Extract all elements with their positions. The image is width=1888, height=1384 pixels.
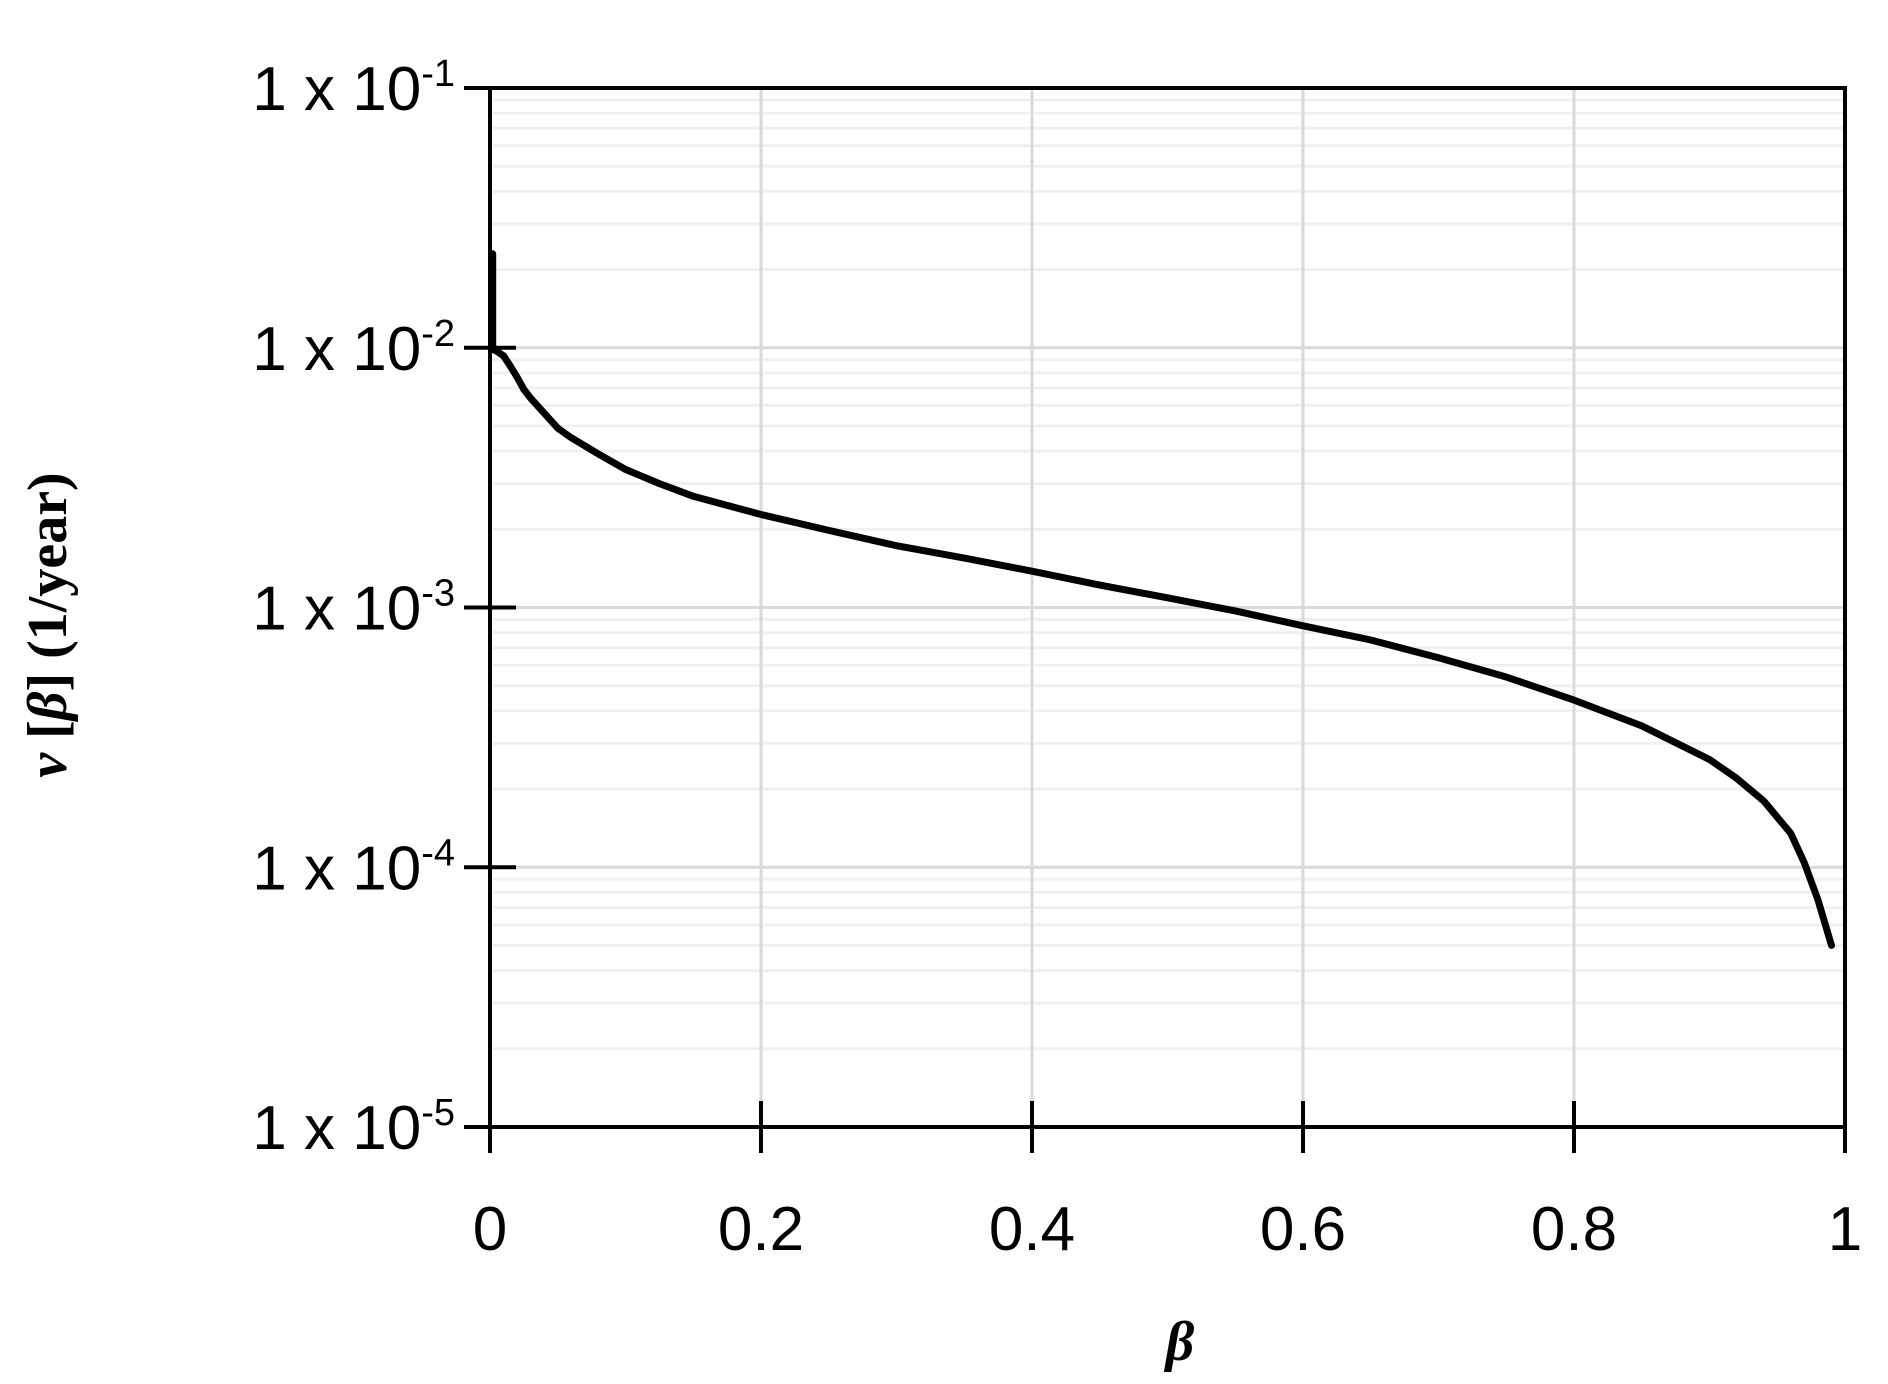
y-tick-label-exponent: -3 [421,573,455,615]
x-tick-label: 0.4 [989,1195,1075,1264]
y-tick-label-exponent: -4 [421,832,455,874]
y-tick-label-base: 1 x 10 [252,55,421,124]
y-tick-label-base: 1 x 10 [252,575,421,644]
y-tick-label: 1 x 10-3 [252,573,455,644]
y-axis-title: ν [β] (1/year) [17,472,79,777]
series-line [489,250,1835,949]
y-tick-label-base: 1 x 10 [252,315,421,384]
y-tick-label: 1 x 10-2 [252,313,455,384]
y-axis-title-arg: β [17,691,79,722]
x-tick-label: 0.8 [1531,1195,1617,1264]
y-tick-label-exponent: -2 [421,313,455,355]
series-layer [489,250,1835,949]
y-axis-title-unit: (1/year) [17,472,79,659]
x-tick-label: 0.2 [718,1195,804,1264]
y-tick-label: 1 x 10-1 [252,53,455,124]
y-axis-title-var: ν [17,752,79,778]
y-tick-label-base: 1 x 10 [252,1094,421,1163]
x-tick-label: 1 [1828,1195,1862,1264]
y-tick-label: 1 x 10-5 [252,1092,455,1163]
x-tick-label: 0.6 [1260,1195,1346,1264]
grid [488,86,1847,1129]
x-tick-labels: 0 0.2 0.4 0.6 0.8 1 [473,1195,1862,1264]
x-tick-label: 0 [473,1195,507,1264]
y-tick-label-base: 1 x 10 [252,834,421,903]
y-tick-label: 1 x 10-4 [252,832,455,903]
y-tick-labels: 1 x 10-11 x 10-21 x 10-31 x 10-41 x 10-5 [252,53,455,1163]
y-tick-label-exponent: -5 [421,1092,455,1134]
plot-frame [488,86,1847,1129]
x-axis-title: β [1164,1311,1195,1373]
y-tick-label-exponent: -1 [421,53,455,95]
